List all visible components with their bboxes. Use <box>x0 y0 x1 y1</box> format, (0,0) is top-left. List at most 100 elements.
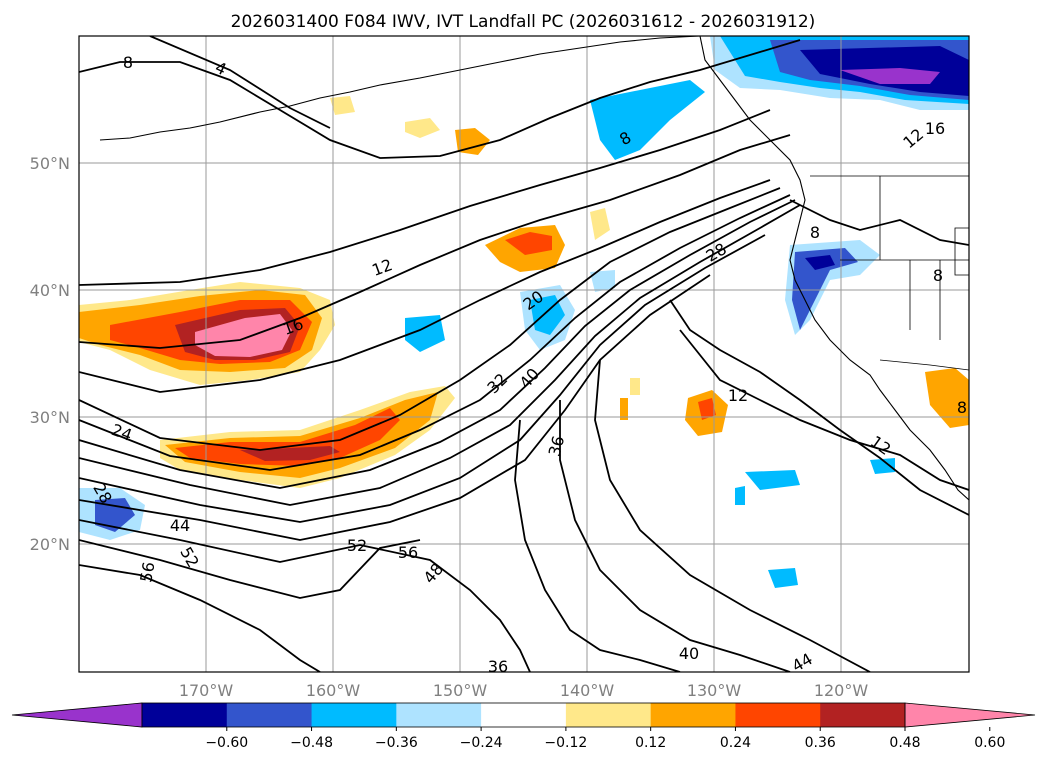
iwv-contours <box>79 36 969 672</box>
lon-label: 160°W <box>306 681 361 700</box>
colorbar-tick-label: −0.60 <box>205 735 248 751</box>
lon-label: 170°W <box>179 681 234 700</box>
contour-label: 56 <box>398 543 418 562</box>
contour-label: 44 <box>170 516 190 535</box>
colorbar-tick-label: 0.24 <box>720 735 751 751</box>
mexico-border <box>879 359 969 371</box>
lon-label: 130°W <box>687 681 742 700</box>
shade-pink-core <box>195 314 292 357</box>
contour-8-nw <box>79 39 801 159</box>
shaded-field <box>79 36 969 588</box>
latitude-labels: 50°N 40°N 30°N 20°N <box>30 154 70 554</box>
shade-blue-se-1 <box>745 470 800 490</box>
shade-blob-5 <box>925 368 969 428</box>
shade-blob-9 <box>620 398 628 420</box>
lat-label: 20°N <box>30 535 70 554</box>
lon-label: 150°W <box>433 681 488 700</box>
colorbar-swatch <box>226 703 313 727</box>
colorbar-swatch <box>565 703 652 727</box>
contour-44-b <box>594 359 871 672</box>
contour-label: 16 <box>925 119 945 138</box>
shade-blue-coast-dark <box>805 255 835 270</box>
shade-blob-1r <box>505 232 552 255</box>
colorbar-swatch <box>311 703 397 727</box>
colorbar-tick-label: −0.36 <box>375 735 418 751</box>
colorbar-tick-label: 0.48 <box>889 735 920 751</box>
colorbar-swatch <box>650 703 736 727</box>
shade-blue-mid-2 <box>530 295 565 335</box>
contour-48 <box>79 519 531 672</box>
colorbar-swatch <box>396 703 482 727</box>
contour-label: 40 <box>679 644 699 663</box>
shade-blue-se-4 <box>735 486 745 505</box>
shade-blob-3 <box>405 118 440 138</box>
contour-12-b <box>679 329 969 491</box>
contour-label: 36 <box>488 657 508 676</box>
contour-4-nw <box>149 36 331 129</box>
contour-12 <box>79 109 771 286</box>
contour-44 <box>79 274 711 541</box>
contour-label: 8 <box>957 398 967 417</box>
contour-label: 52 <box>347 536 367 555</box>
contour-28-b <box>669 299 969 516</box>
shade-blue-mid-3 <box>405 315 445 352</box>
lat-label: 30°N <box>30 408 70 427</box>
contour-16 <box>79 134 791 349</box>
shade-blue-coast <box>792 248 858 330</box>
contour-label: 12 <box>728 386 748 405</box>
lat-label: 40°N <box>30 281 70 300</box>
contour-32 <box>79 199 796 489</box>
shade-blob-7 <box>590 208 610 240</box>
contour-label: 8 <box>123 53 133 72</box>
shade-blob-2 <box>455 128 490 155</box>
map-title: 2026031400 F084 IWV, IVT Landfall PC (20… <box>231 12 816 32</box>
contour-40 <box>79 234 766 523</box>
contour-label: 8 <box>810 223 820 242</box>
colorbar-extend-high <box>904 702 1036 728</box>
shade-purple-core <box>840 68 940 84</box>
contour-36-a <box>79 204 801 506</box>
shade-blob-4r <box>698 398 716 420</box>
colorbar-extend-low <box>11 702 143 728</box>
contour-8-coast <box>789 199 969 246</box>
lon-label: 120°W <box>814 681 869 700</box>
contour-label: 8 <box>933 266 943 285</box>
colorbar-tick-label: 0.36 <box>805 735 836 751</box>
colorbar-tick-label: −0.12 <box>544 735 587 751</box>
alaska-peninsula <box>99 36 701 141</box>
shade-red-band-2 <box>175 408 400 466</box>
contour-28-a <box>79 194 791 471</box>
contour-24 <box>79 187 781 451</box>
lat-label: 50°N <box>30 154 70 173</box>
north-america-coast <box>699 36 969 501</box>
colorbar-tick-label: −0.48 <box>290 735 333 751</box>
shade-blue-mid-4 <box>590 270 615 292</box>
shade-blue-se-3 <box>870 458 895 474</box>
colorbar-swatch <box>481 703 567 727</box>
colorbar-tick-label: 0.12 <box>635 735 666 751</box>
colorbar-swatch <box>735 703 821 727</box>
contour-52 <box>79 539 421 599</box>
contour-40-b <box>559 400 791 672</box>
shade-blob-8 <box>630 378 640 395</box>
colorbar: −0.60 −0.48 −0.36 −0.24 −0.12 0.12 0.24 0.36 0.4… <box>11 702 1036 751</box>
colorbar-swatch <box>142 703 228 727</box>
shade-blue-alaska <box>590 80 705 160</box>
shade-blob-6 <box>330 96 355 115</box>
coastlines <box>99 36 969 501</box>
shade-blue-sw-2 <box>95 498 135 532</box>
colorbar-tick-label: 0.60 <box>974 735 1005 751</box>
longitude-labels: 170°W 160°W 150°W 140°W 130°W 120°W <box>179 681 869 700</box>
state-borders <box>840 176 969 340</box>
contour-20 <box>79 179 771 393</box>
contour-label: 36 <box>545 434 569 459</box>
shade-blue-se-2 <box>768 568 798 588</box>
lon-label: 140°W <box>560 681 615 700</box>
colorbar-frame <box>141 702 906 728</box>
contour-56 <box>79 564 321 672</box>
map-frame <box>78 35 970 673</box>
contour-label: 56 <box>136 560 158 583</box>
contour-36-b <box>514 419 681 672</box>
colorbar-swatch <box>820 703 906 727</box>
